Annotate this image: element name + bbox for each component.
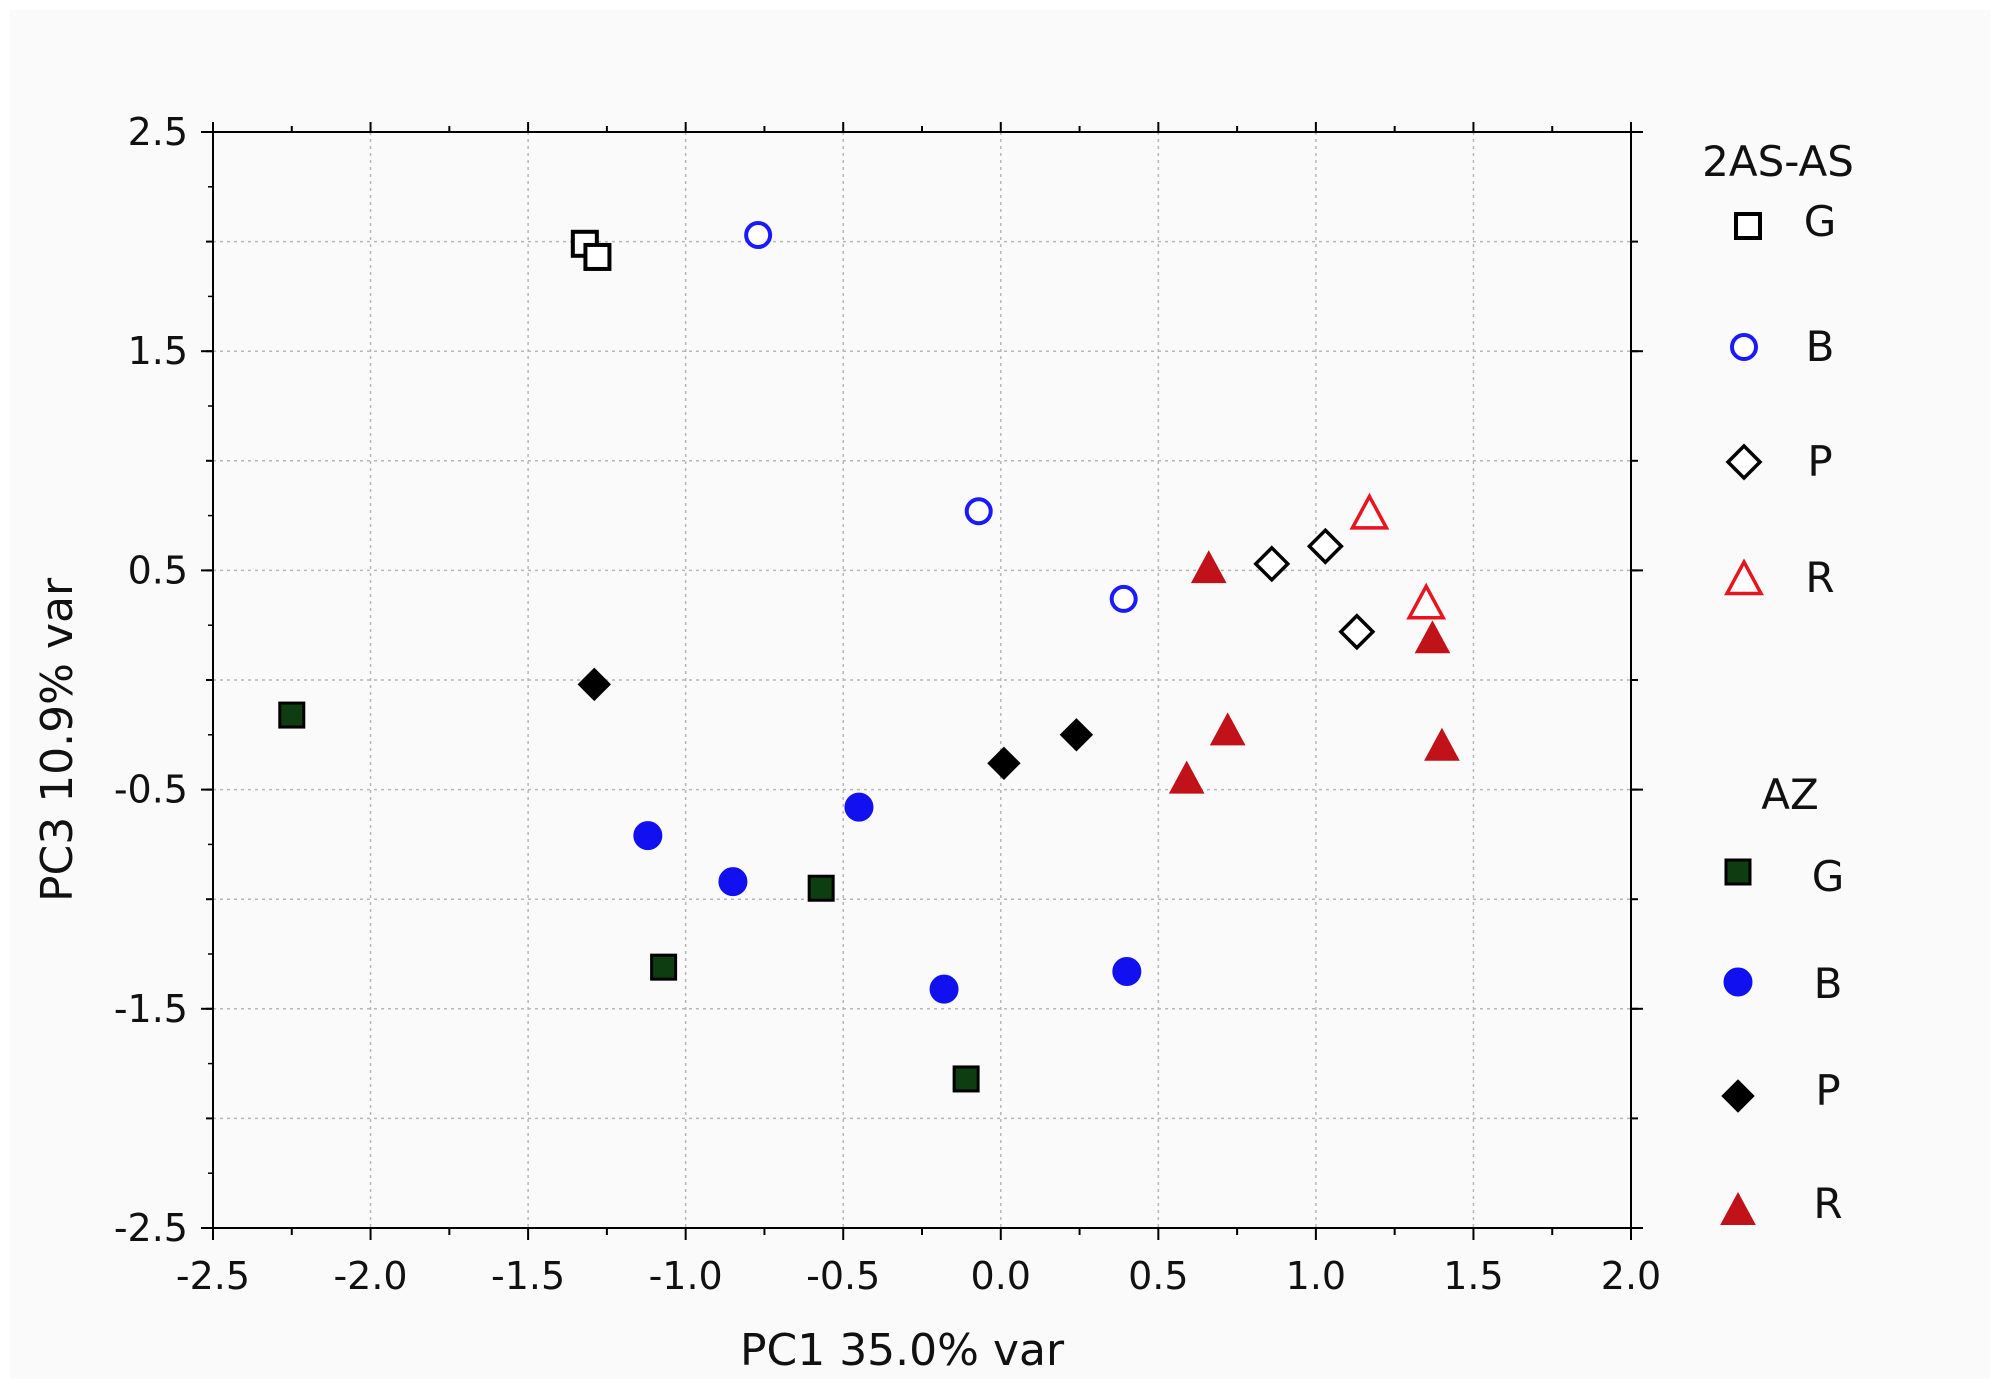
x-tick-label: 2.0 [1601,1254,1661,1298]
y-tick-label: -1.5 [114,987,188,1031]
legend-label-az-r: R [1813,1179,1842,1228]
series-az-g [278,701,980,1093]
series-2as-as-r [1349,492,1447,620]
point-2as-as-b [1109,584,1138,613]
series-az-r [1168,550,1460,794]
point-2as-as-b [744,221,773,250]
point-az-p [577,667,611,702]
point-2as-as-p [1306,527,1344,565]
point-az-b [844,792,874,822]
data-points [278,221,1460,1093]
legend-marker-az-p [1721,1079,1755,1113]
x-tick-label: -2.5 [176,1254,250,1298]
point-az-b [718,867,748,897]
legend-label-2as-as-p: P [1807,437,1832,486]
y-tick-label: 0.5 [128,548,188,592]
x-tick-label: -0.5 [806,1254,880,1298]
legend-label-az-p: P [1815,1066,1840,1115]
x-tick-label: 0.0 [971,1254,1031,1298]
legend-marker-2as-as-r [1724,558,1764,596]
point-az-g [807,874,835,902]
x-tick-labels: -2.5 -2.0 -1.5 -1.0 -0.5 0.0 0.5 1.0 1.5 2.0 [176,1254,1661,1298]
point-az-p [1059,718,1094,752]
legend-title-az: AZ [1761,770,1819,819]
x-tick-label: 0.5 [1128,1254,1188,1298]
legend-label-az-b: B [1814,959,1843,1008]
y-tick-label: -0.5 [114,768,188,812]
point-az-r [1190,550,1227,584]
point-2as-as-p [1338,613,1376,651]
legend: 2AS-AS G B P R AZ G B P R [1702,137,1854,1228]
legend-marker-2as-as-g [1734,212,1762,240]
point-az-b [1112,957,1142,987]
x-tick-label: 1.5 [1443,1254,1503,1298]
x-tick-label: -1.0 [649,1254,723,1298]
point-az-r [1424,727,1460,761]
x-tick-label: -1.5 [491,1254,565,1298]
legend-label-2as-as-b: B [1806,322,1835,371]
legend-marker-2as-as-p [1725,443,1763,481]
point-az-b [929,974,959,1004]
series-az-p [577,667,1094,781]
axis-ticks [201,122,1643,1240]
y-tick-labels: 2.5 1.5 0.5 -0.5 -1.5 -2.5 [114,110,188,1250]
point-az-g [952,1065,980,1093]
point-az-p [987,746,1021,781]
x-tick-label: -2.0 [333,1254,407,1298]
y-tick-label: 2.5 [128,110,188,154]
series-2as-as-p [1253,527,1376,651]
series-az-b [633,792,1142,1004]
legend-markers [1720,212,1764,1225]
point-2as-as-r [1349,492,1390,530]
y-tick-label: 1.5 [128,329,188,373]
x-tick-label: 1.0 [1286,1254,1346,1298]
point-2as-as-g [583,242,612,271]
legend-marker-az-r [1720,1191,1756,1225]
grid [213,132,1631,1228]
x-axis-label: PC1 35.0% var [740,1325,1065,1376]
series-2as-as-g [570,229,612,271]
legend-title-2as-as: 2AS-AS [1702,137,1854,186]
legend-marker-2as-as-b [1730,333,1758,361]
point-az-r [1209,712,1246,746]
point-2as-as-r [1406,582,1447,620]
legend-label-az-g: G [1812,852,1845,901]
figure-background [10,10,1990,1379]
point-az-b [633,821,663,851]
point-2as-as-b [964,497,993,526]
y-axis-label: PC3 10.9% var [32,577,83,902]
legend-marker-az-g [1724,858,1752,886]
series-2as-as-b [744,221,1138,613]
y-tick-label: -2.5 [114,1206,188,1250]
legend-label-2as-as-g: G [1804,197,1837,246]
legend-label-2as-as-r: R [1805,553,1834,602]
point-az-g [650,953,678,981]
legend-marker-az-b [1723,967,1753,997]
point-az-g [278,701,306,729]
point-az-r [1168,760,1205,794]
point-2as-as-p [1253,545,1291,583]
point-az-r [1414,620,1451,654]
